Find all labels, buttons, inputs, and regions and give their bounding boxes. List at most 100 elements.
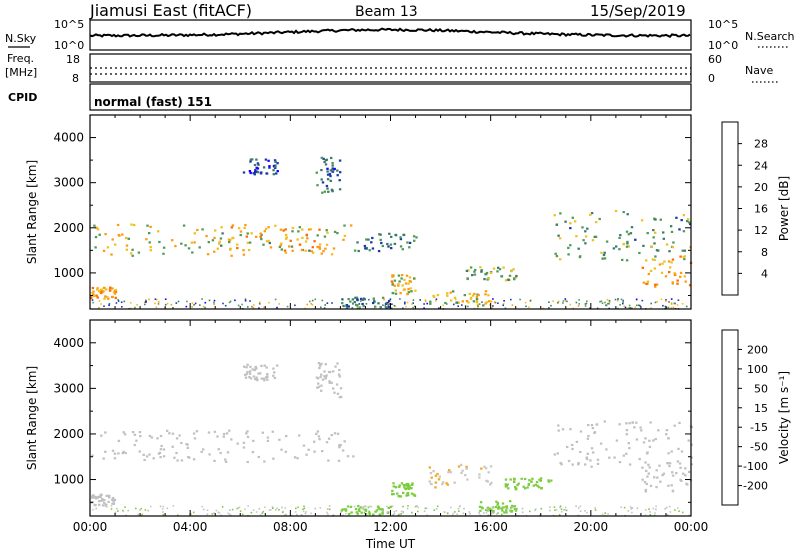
- data-cell: [262, 166, 266, 169]
- data-cell: [655, 505, 657, 508]
- data-cell: [137, 251, 141, 254]
- data-cell: [641, 466, 644, 469]
- data-cell: [446, 483, 449, 486]
- data-cell: [262, 377, 266, 380]
- data-cell: [476, 303, 480, 306]
- data-cell: [325, 441, 329, 444]
- data-cell: [338, 368, 341, 372]
- data-cell: [626, 242, 629, 245]
- data-cell: [281, 511, 284, 514]
- data-cell: [478, 513, 481, 515]
- data-cell: [335, 383, 339, 386]
- data-cell: [201, 505, 203, 508]
- data-cell: [202, 305, 205, 308]
- data-cell: [321, 378, 325, 381]
- data-cell: [96, 228, 100, 231]
- data-cell: [343, 234, 347, 237]
- data-cell: [155, 306, 158, 309]
- data-cell: [471, 294, 475, 297]
- data-cell: [453, 296, 457, 299]
- data-cell: [682, 256, 685, 259]
- data-cell: [640, 219, 644, 222]
- data-cell: [330, 253, 334, 256]
- data-cell: [391, 282, 394, 285]
- data-cell: [325, 243, 329, 246]
- data-cell: [492, 512, 494, 515]
- data-cell: [605, 448, 608, 451]
- data-cell: [487, 294, 490, 297]
- data-cell: [437, 478, 441, 481]
- data-cell: [578, 507, 580, 509]
- data-cell: [625, 429, 629, 432]
- data-cell: [529, 299, 532, 302]
- data-cell: [620, 298, 623, 301]
- data-cell: [406, 491, 410, 495]
- data-cell: [131, 254, 134, 257]
- data-cell: [412, 299, 415, 301]
- data-cell: [364, 508, 368, 511]
- data-cell: [204, 301, 207, 304]
- data-cell: [356, 241, 359, 244]
- data-cell: [259, 514, 262, 516]
- data-cell: [213, 250, 216, 253]
- data-cell: [122, 431, 125, 434]
- data-cell: [392, 485, 395, 488]
- data-cell: [630, 508, 632, 510]
- data-cell: [505, 505, 509, 508]
- data-cell: [339, 444, 342, 447]
- data-cell: [244, 298, 247, 300]
- nave-tick-low: 0: [708, 72, 715, 85]
- data-cell: [573, 220, 577, 223]
- data-cell: [263, 306, 265, 309]
- data-cell: [486, 506, 490, 509]
- data-cell: [627, 233, 630, 236]
- data-cell: [231, 224, 235, 227]
- data-cell: [514, 486, 517, 489]
- data-cell: [405, 494, 408, 497]
- data-cell: [662, 237, 665, 240]
- data-cell: [305, 511, 307, 513]
- data-cell: [627, 245, 630, 248]
- data-cell: [394, 292, 398, 295]
- data-cell: [96, 287, 99, 290]
- data-cell: [411, 482, 414, 485]
- data-cell: [442, 304, 444, 307]
- data-cell: [196, 228, 199, 232]
- data-cell: [301, 228, 304, 231]
- data-cell: [592, 451, 595, 454]
- data-cell: [678, 510, 680, 512]
- data-cell: [143, 301, 146, 303]
- data-cell: [96, 296, 99, 299]
- data-cell: [341, 508, 343, 511]
- data-cell: [323, 375, 326, 378]
- data-cell: [309, 300, 311, 303]
- data-cell: [500, 275, 503, 278]
- data-cell: [379, 508, 382, 511]
- y-tick-label: 1000: [53, 266, 84, 280]
- data-cell: [671, 282, 674, 285]
- data-cell: [664, 507, 666, 510]
- data-cell: [397, 283, 400, 286]
- data-cell: [344, 509, 348, 512]
- data-cell: [502, 506, 505, 509]
- data-cell: [584, 463, 587, 466]
- data-cell: [100, 288, 103, 291]
- data-cell: [368, 249, 371, 252]
- data-cell: [259, 372, 262, 375]
- data-cell: [358, 303, 361, 305]
- data-cell: [652, 507, 655, 510]
- data-cell: [236, 442, 239, 445]
- data-cell: [332, 514, 335, 516]
- data-cell: [141, 513, 143, 516]
- data-cell: [324, 363, 327, 366]
- data-cell: [389, 505, 393, 508]
- data-cell: [406, 485, 409, 488]
- data-cell: [391, 275, 394, 278]
- data-cell: [157, 301, 160, 303]
- data-cell: [392, 482, 395, 485]
- nsky-tick-high: 10^5: [54, 18, 84, 31]
- data-cell: [382, 304, 384, 306]
- data-cell: [432, 470, 435, 473]
- data-cell: [108, 494, 111, 497]
- data-cell: [454, 511, 456, 513]
